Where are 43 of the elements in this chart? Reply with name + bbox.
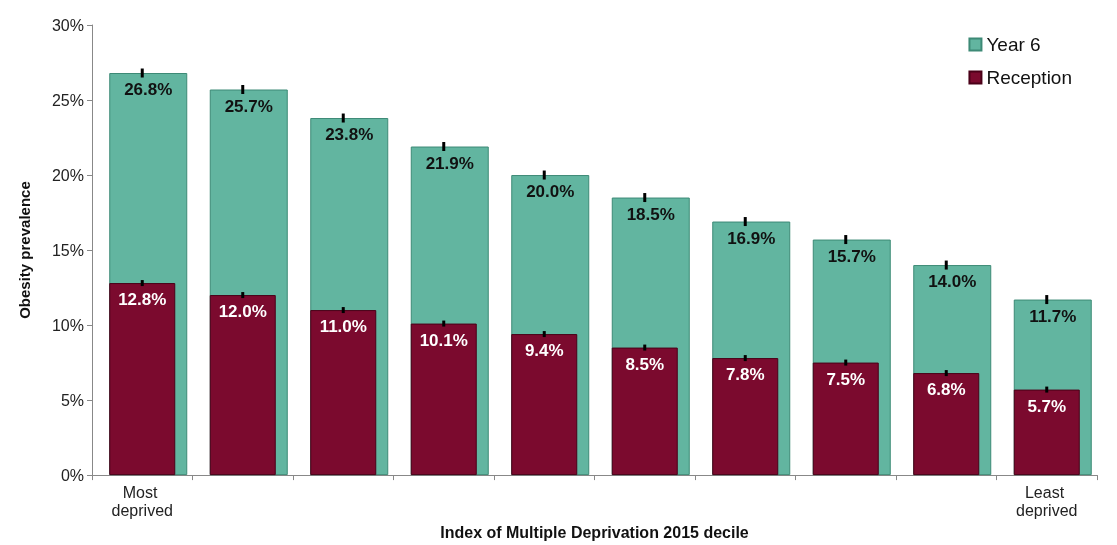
data-label: 7.8% [725, 365, 765, 385]
legend-label: Reception [986, 67, 1073, 88]
bar [410, 323, 477, 476]
data-label: 15.7% [827, 246, 876, 266]
data-label: 12.8% [118, 290, 167, 310]
data-label: 20.0% [526, 182, 575, 202]
data-label: 23.8% [325, 125, 374, 145]
data-label: 26.8% [124, 80, 173, 100]
y-tick-label: 0% [60, 466, 84, 484]
bar [712, 358, 779, 476]
bar [913, 373, 980, 476]
bar [511, 334, 578, 476]
data-label: 16.9% [727, 228, 776, 248]
data-label: 25.7% [224, 96, 273, 116]
data-label: 10.1% [419, 330, 468, 350]
legend-label: Year 6 [986, 34, 1041, 55]
data-label: 18.5% [626, 204, 675, 224]
x-tick-label: Least deprived [1016, 483, 1078, 519]
data-label: 6.8% [926, 380, 966, 400]
y-tick-label: 25% [51, 91, 84, 109]
x-tick-label: Most deprived [111, 483, 173, 519]
y-tick-label: 30% [51, 16, 84, 34]
data-label: 5.7% [1027, 396, 1067, 416]
y-tick-label: 10% [51, 316, 84, 334]
y-tick-label: 5% [60, 391, 84, 409]
data-label: 8.5% [625, 354, 665, 374]
data-label: 12.0% [218, 302, 267, 322]
bar [812, 362, 879, 476]
bar [109, 283, 176, 476]
data-label: 14.0% [928, 272, 977, 292]
bar [1013, 389, 1080, 476]
data-label: 9.4% [524, 341, 564, 361]
data-label: 7.5% [826, 369, 866, 389]
data-label: 11.0% [319, 317, 367, 337]
bar [209, 295, 276, 476]
y-tick-label: 20% [51, 166, 84, 184]
bar [310, 310, 377, 476]
bar [611, 347, 678, 476]
data-label: 11.7% [1029, 306, 1077, 326]
y-axis-title: Obesity prevalence [16, 181, 33, 319]
y-tick-label: 15% [51, 241, 84, 259]
data-label: 21.9% [425, 153, 474, 173]
x-axis-title: Index of Multiple Deprivation 2015 decile [440, 523, 749, 541]
